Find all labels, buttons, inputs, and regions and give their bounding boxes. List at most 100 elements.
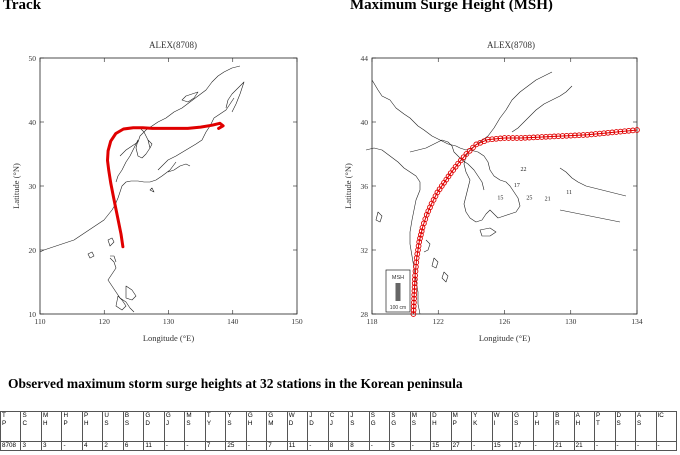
station-label: 15 bbox=[497, 196, 503, 202]
msh-track-point bbox=[530, 134, 537, 141]
msh-track-point bbox=[463, 151, 470, 157]
msh-track-point bbox=[417, 235, 423, 242]
msh-track-point bbox=[547, 133, 553, 140]
msh-track-point bbox=[427, 204, 433, 211]
table-cell: - bbox=[245, 441, 268, 451]
table-cell: 5 bbox=[389, 441, 411, 451]
msh-y-tick-label: 32 bbox=[361, 246, 369, 255]
msh-track-point bbox=[605, 129, 611, 136]
msh-track-point bbox=[501, 135, 508, 141]
track-x-tick-label: 110 bbox=[35, 317, 46, 326]
table-cell: - bbox=[614, 441, 637, 451]
msh-track-point bbox=[411, 291, 418, 298]
table-cell: 25 bbox=[225, 441, 247, 451]
msh-track-point bbox=[455, 160, 461, 167]
msh-track-point bbox=[410, 307, 417, 314]
table-cell: - bbox=[532, 441, 555, 451]
msh-plot-frame bbox=[371, 57, 638, 315]
msh-coastline-map bbox=[365, 71, 627, 315]
msh-track-point bbox=[609, 129, 616, 136]
msh-track-point bbox=[466, 147, 473, 154]
track-chart-title: ALEX(8708) bbox=[149, 40, 197, 50]
track-y-tick-label: 20 bbox=[29, 246, 37, 255]
msh-track-point bbox=[411, 280, 418, 287]
msh-track-point bbox=[630, 127, 636, 134]
msh-scale-label: 100 cm bbox=[390, 305, 406, 311]
msh-x-tick-label: 126 bbox=[499, 317, 511, 326]
msh-track-point bbox=[411, 284, 418, 290]
msh-x-axis-label: Longitude (°E) bbox=[479, 333, 530, 343]
msh-plot: 118 122 126 130 134 28 32 36 40 44 Longitude (°E) L… bbox=[343, 54, 643, 343]
table-cell: 11 bbox=[286, 441, 309, 451]
msh-track-point bbox=[410, 303, 417, 310]
msh-track-point bbox=[415, 247, 421, 253]
msh-track-point bbox=[559, 133, 566, 139]
track-y-axis-label: Latitude (°N) bbox=[11, 163, 21, 209]
table-cell: 7 bbox=[204, 441, 227, 451]
msh-track-point bbox=[555, 133, 562, 140]
track-y-tick-label: 10 bbox=[29, 310, 37, 319]
msh-y-tick-label: 28 bbox=[361, 310, 369, 319]
station-label: 22 bbox=[521, 167, 527, 173]
table-cell: 27 bbox=[450, 441, 473, 451]
msh-track-point bbox=[497, 135, 504, 142]
table-cell: 2 bbox=[102, 441, 124, 451]
msh-track-point bbox=[613, 129, 620, 135]
track-plot: 110 120 130 140 150 10 20 30 40 50 Longitude (°E) L… bbox=[11, 54, 303, 343]
table-row: 8708 3 3-4 2 6 11- -7 25-7 11-8 8-5-15 27-15 17-21 2… bbox=[0, 441, 677, 451]
track-track-line bbox=[106, 121, 225, 249]
msh-scale-bar bbox=[395, 283, 401, 301]
track-y-tick-label: 50 bbox=[29, 54, 37, 63]
table-cell: 21 bbox=[573, 441, 596, 451]
msh-x-tick-label: 122 bbox=[433, 317, 445, 326]
msh-y-tick-label: 44 bbox=[361, 54, 369, 63]
msh-track-point bbox=[534, 134, 541, 141]
msh-x-tick-label: 134 bbox=[631, 317, 643, 326]
msh-track-point bbox=[414, 251, 421, 257]
msh-x-tick-label: 118 bbox=[367, 317, 378, 326]
station-label: 11 bbox=[566, 190, 572, 196]
table-cell: - bbox=[635, 441, 657, 451]
table-header-cell: IC bbox=[655, 411, 677, 442]
msh-track-point bbox=[418, 228, 425, 235]
msh-track-point bbox=[493, 135, 500, 142]
msh-legend-label: MSH bbox=[392, 275, 404, 281]
msh-track-point bbox=[588, 131, 595, 138]
table-cell: 15 bbox=[430, 441, 452, 451]
track-x-tick-label: 120 bbox=[99, 317, 111, 326]
msh-y-tick-label: 40 bbox=[361, 118, 369, 127]
table-cell: 21 bbox=[553, 441, 575, 451]
track-x-tick-label: 140 bbox=[227, 317, 239, 326]
msh-track-point bbox=[489, 136, 495, 143]
msh-legend: MSH 100 cm bbox=[385, 269, 411, 313]
table-cell: 17 bbox=[512, 441, 534, 451]
table-title: Observed maximum storm surge heights at … bbox=[8, 376, 463, 391]
msh-x-tick-label: 130 bbox=[565, 317, 577, 326]
msh-track-point bbox=[411, 288, 418, 294]
table-cell: 7 bbox=[266, 441, 288, 451]
msh-track-point bbox=[518, 135, 524, 141]
msh-track-point bbox=[543, 133, 549, 140]
msh-track-point bbox=[567, 132, 574, 139]
track-y-tick-label: 30 bbox=[29, 182, 37, 191]
msh-track-point bbox=[592, 131, 599, 137]
msh-track-point bbox=[596, 130, 603, 137]
table-cell: 6 bbox=[122, 441, 145, 451]
msh-track-point bbox=[413, 255, 420, 261]
